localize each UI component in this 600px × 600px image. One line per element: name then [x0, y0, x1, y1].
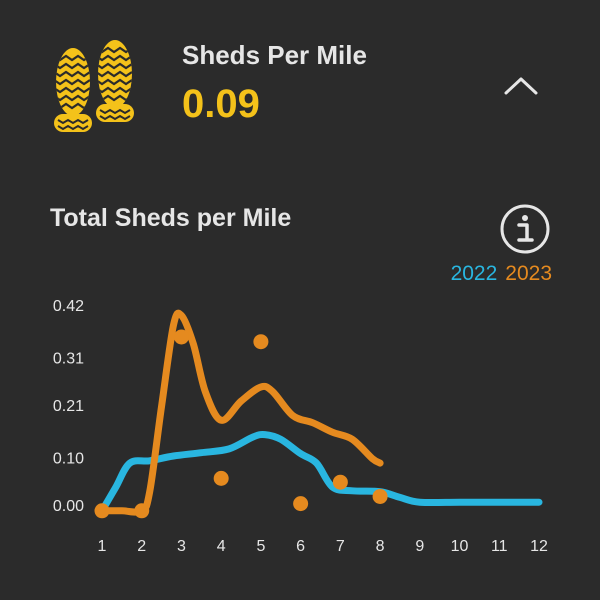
- x-tick-label: 6: [296, 538, 305, 555]
- chevron-up-icon: [504, 77, 538, 95]
- x-tick-label: 9: [415, 538, 424, 555]
- x-tick-label: 8: [376, 538, 385, 555]
- x-tick-label: 7: [336, 538, 345, 555]
- series-2023-point: [94, 503, 110, 519]
- y-tick-label: 0.00: [53, 498, 84, 515]
- x-tick-label: 12: [530, 538, 548, 555]
- metric-label: Sheds Per Mile: [182, 40, 367, 70]
- chart-title: Total Sheds per Mile: [50, 204, 292, 232]
- series-2022-line: [98, 430, 543, 515]
- y-tick-label: 0.42: [53, 298, 84, 315]
- series-2023-point: [293, 496, 309, 512]
- legend-2022: 2022: [450, 262, 498, 285]
- x-tick-label: 1: [98, 538, 107, 555]
- info-icon: [500, 204, 550, 254]
- metric-value: 0.09: [182, 82, 260, 126]
- series-2023-point: [134, 503, 150, 519]
- chart-legend: 2022 2023: [451, 262, 552, 286]
- collapse-button[interactable]: [496, 66, 546, 106]
- x-tick-label: 4: [217, 538, 226, 555]
- y-tick-label: 0.21: [53, 398, 84, 415]
- series-2023-point: [213, 470, 229, 486]
- series-2023-line: [98, 309, 384, 516]
- series-2023-point: [332, 474, 348, 490]
- x-tick-label: 5: [256, 538, 265, 555]
- x-tick-label: 10: [451, 538, 469, 555]
- y-tick-label: 0.10: [53, 450, 84, 467]
- x-tick-label: 3: [177, 538, 186, 555]
- footprints-icon: [50, 38, 136, 134]
- series-2023-point: [372, 488, 388, 504]
- legend-2023: 2023: [505, 262, 552, 285]
- y-tick-label: 0.31: [53, 350, 84, 367]
- x-tick-label: 11: [491, 538, 508, 555]
- series-2023-point: [173, 329, 189, 345]
- info-button[interactable]: [500, 204, 550, 254]
- x-tick-label: 2: [137, 538, 146, 555]
- series-2023-point: [253, 334, 269, 350]
